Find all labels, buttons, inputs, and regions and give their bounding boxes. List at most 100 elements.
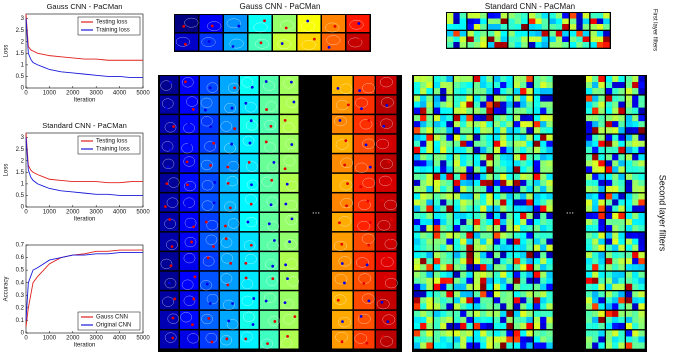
filter-dot (283, 167, 287, 171)
filter-pixel (426, 291, 433, 298)
filter-pixel (586, 95, 593, 102)
filter-pixel (500, 330, 507, 337)
filter-pixel (546, 205, 553, 212)
filter-pixel (500, 13, 508, 19)
filter-pixel (618, 173, 625, 181)
filter-cell (220, 232, 239, 251)
filter-cell (240, 330, 259, 349)
filter-pixel (546, 166, 553, 173)
filter-pixel (466, 127, 473, 134)
filter-pixel (546, 225, 553, 232)
filter-dot (362, 281, 366, 285)
filter-pixel (494, 271, 501, 278)
filter-pixel (486, 297, 493, 304)
series-line (25, 18, 143, 79)
filter-cell (200, 76, 219, 95)
filter-pixel (598, 283, 605, 290)
filter-pixel (420, 252, 427, 259)
filter-pixel (426, 140, 433, 147)
filter-pixel (618, 310, 625, 318)
filter-pixel (506, 173, 513, 181)
filter-pixel (486, 342, 493, 349)
filter-pixel (632, 244, 639, 251)
filter-blob (181, 77, 194, 88)
filter-dot (249, 119, 253, 123)
filter-pixel (541, 18, 549, 25)
filter-dot (185, 160, 189, 164)
filter-pixel (541, 31, 549, 37)
filter-cell (354, 310, 375, 329)
filter-pixel (534, 219, 541, 226)
filter-pixel (632, 336, 639, 343)
filter-pixel (486, 225, 493, 232)
y-axis-label: Loss (4, 164, 10, 177)
filter-pixel (420, 297, 427, 304)
filter-pixel (460, 264, 467, 271)
filter-pixel (460, 205, 467, 212)
filter-dot (283, 119, 287, 122)
filter-pixel (612, 193, 619, 200)
filter-pixel (474, 107, 481, 114)
filter-pixel (414, 193, 421, 200)
filter-pixel (474, 140, 481, 147)
filter-pixel (592, 252, 599, 259)
filter-pixel (426, 322, 433, 330)
filter-pixel (446, 310, 453, 318)
filter-pixel (494, 42, 501, 48)
filter-pixel (508, 24, 516, 30)
filter-pixel (454, 134, 461, 141)
filter-dot (264, 299, 268, 303)
filter-pixel (626, 225, 633, 232)
filter-pixel (454, 205, 461, 212)
filter-pixel (420, 322, 427, 330)
filter-pixel (535, 18, 542, 25)
filter-pixel (586, 322, 593, 330)
filter-pixel (534, 185, 541, 193)
filter-blob (380, 336, 394, 347)
filter-blob (167, 313, 180, 324)
filter-pixel (514, 115, 521, 122)
filter-pixel (586, 154, 593, 161)
filter-cell (332, 271, 353, 290)
filter-pixel (526, 179, 533, 187)
filter-pixel (420, 160, 427, 167)
filter-pixel (596, 24, 604, 30)
filter-pixel (618, 283, 625, 290)
filter-pixel (434, 238, 441, 245)
filter-pixel (514, 127, 521, 134)
filter-pixel (638, 193, 645, 200)
filter-cell (376, 193, 397, 212)
filter-dot (338, 221, 341, 225)
filter-pixel (638, 173, 645, 181)
filter-blob (201, 200, 214, 211)
filter-pixel (520, 185, 527, 193)
filter-pixel (506, 225, 513, 232)
filter-pixel (618, 127, 625, 134)
filter-pixel (592, 193, 599, 200)
filter-pixel (414, 322, 421, 330)
filter-pixel (592, 173, 599, 181)
filter-pixel (480, 283, 487, 290)
filter-pixel (598, 101, 605, 108)
filter-pixel (480, 322, 487, 330)
filter-pixel (638, 199, 645, 206)
filter-pixel (447, 36, 454, 43)
filter-dot (367, 243, 371, 247)
filter-pixel (446, 140, 453, 147)
filter-pixel (474, 213, 481, 220)
filter-pixel (494, 303, 501, 310)
filter-pixel (612, 271, 619, 278)
filter-pixel (598, 322, 605, 330)
filter-pixel (434, 310, 441, 318)
filter-pixel (546, 160, 553, 167)
filter-pixel (598, 232, 605, 239)
filter-pixel (534, 115, 541, 122)
filter-pixel (606, 316, 613, 324)
filter-dot (249, 243, 253, 247)
filter-dot (367, 299, 371, 303)
filter-pixel (638, 336, 645, 343)
filter-pixel (460, 277, 467, 284)
filter-pixel (540, 76, 547, 83)
filter-pixel (546, 134, 553, 141)
filter-pixel (592, 107, 599, 114)
